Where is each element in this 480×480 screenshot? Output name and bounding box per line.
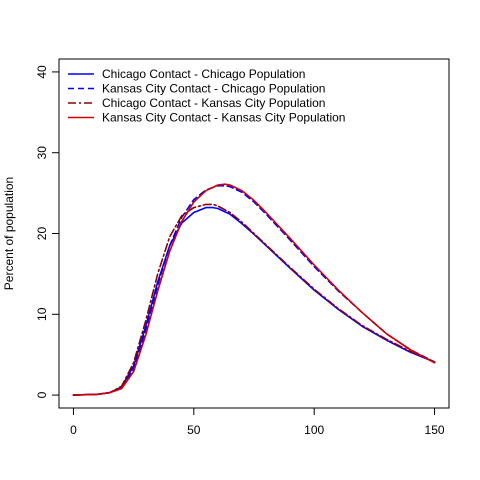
legend-label-3: Chicago Contact - Kansas City Population: [102, 96, 325, 110]
x-tick-label: 100: [304, 423, 324, 437]
x-tick-label: 150: [425, 423, 445, 437]
y-tick-label: 20: [35, 227, 49, 241]
y-axis-label: Percent of population: [2, 177, 16, 290]
y-tick-label: 30: [35, 146, 49, 160]
legend: Chicago Contact - Chicago PopulationKans…: [68, 67, 345, 125]
y-tick-label: 0: [35, 391, 49, 398]
x-tick-label: 50: [187, 423, 201, 437]
legend-label-1: Chicago Contact - Chicago Population: [102, 67, 305, 81]
y-tick-label: 10: [35, 307, 49, 321]
legend-label-2: Kansas City Contact - Chicago Population: [102, 82, 325, 96]
legend-label-4: Kansas City Contact - Kansas City Popula…: [102, 111, 345, 125]
x-axis: 0 50 100 150: [70, 407, 445, 437]
series-layer: [72, 183, 436, 396]
series-line-2: [72, 185, 436, 396]
x-tick-label: 0: [70, 423, 77, 437]
series-line-1: [72, 206, 436, 396]
series-line-3: [72, 203, 436, 396]
series-line-4: [72, 183, 436, 396]
y-axis: 0 10 20 30 40: [35, 65, 60, 398]
y-tick-label: 40: [35, 65, 49, 79]
